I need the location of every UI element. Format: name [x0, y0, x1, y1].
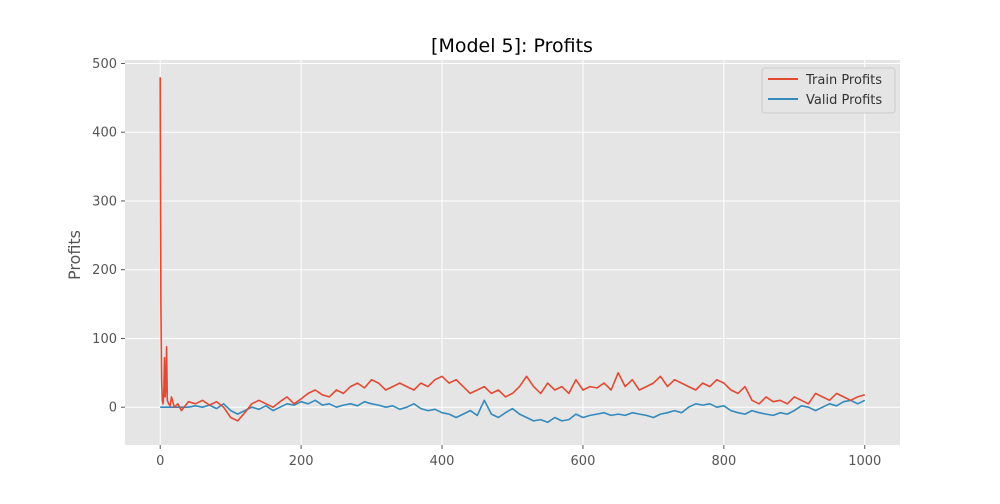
- legend-label-train: Train Profits: [805, 73, 882, 88]
- x-tick-label: 1000: [848, 454, 881, 469]
- legend: Train Profits Valid Profits: [761, 67, 896, 114]
- x-axis: 0 200 400 600 800 1000: [156, 445, 881, 469]
- y-axis: 0 100 200 300 400 500: [92, 57, 125, 416]
- x-tick-label: 200: [289, 454, 314, 469]
- y-tick-label: 100: [92, 332, 117, 347]
- y-tick-label: 300: [92, 194, 117, 209]
- chart-title: [Model 5]: Profits: [431, 35, 593, 57]
- y-tick-label: 400: [92, 126, 117, 141]
- y-axis-label: Profits: [65, 230, 84, 280]
- grid-layer: [125, 60, 900, 445]
- y-tick-label: 500: [92, 57, 117, 72]
- y-tick-label: 200: [92, 263, 117, 278]
- x-tick-label: 400: [430, 454, 455, 469]
- series-layer: [159, 77, 866, 424]
- x-tick-label: 0: [156, 454, 164, 469]
- train-profits-line: [159, 77, 866, 422]
- x-tick-label: 800: [711, 454, 736, 469]
- plot-area: [125, 60, 900, 445]
- legend-label-valid: Valid Profits: [806, 93, 882, 108]
- x-tick-label: 600: [571, 454, 596, 469]
- valid-profits-line: [160, 399, 866, 424]
- y-tick-label: 0: [109, 401, 117, 416]
